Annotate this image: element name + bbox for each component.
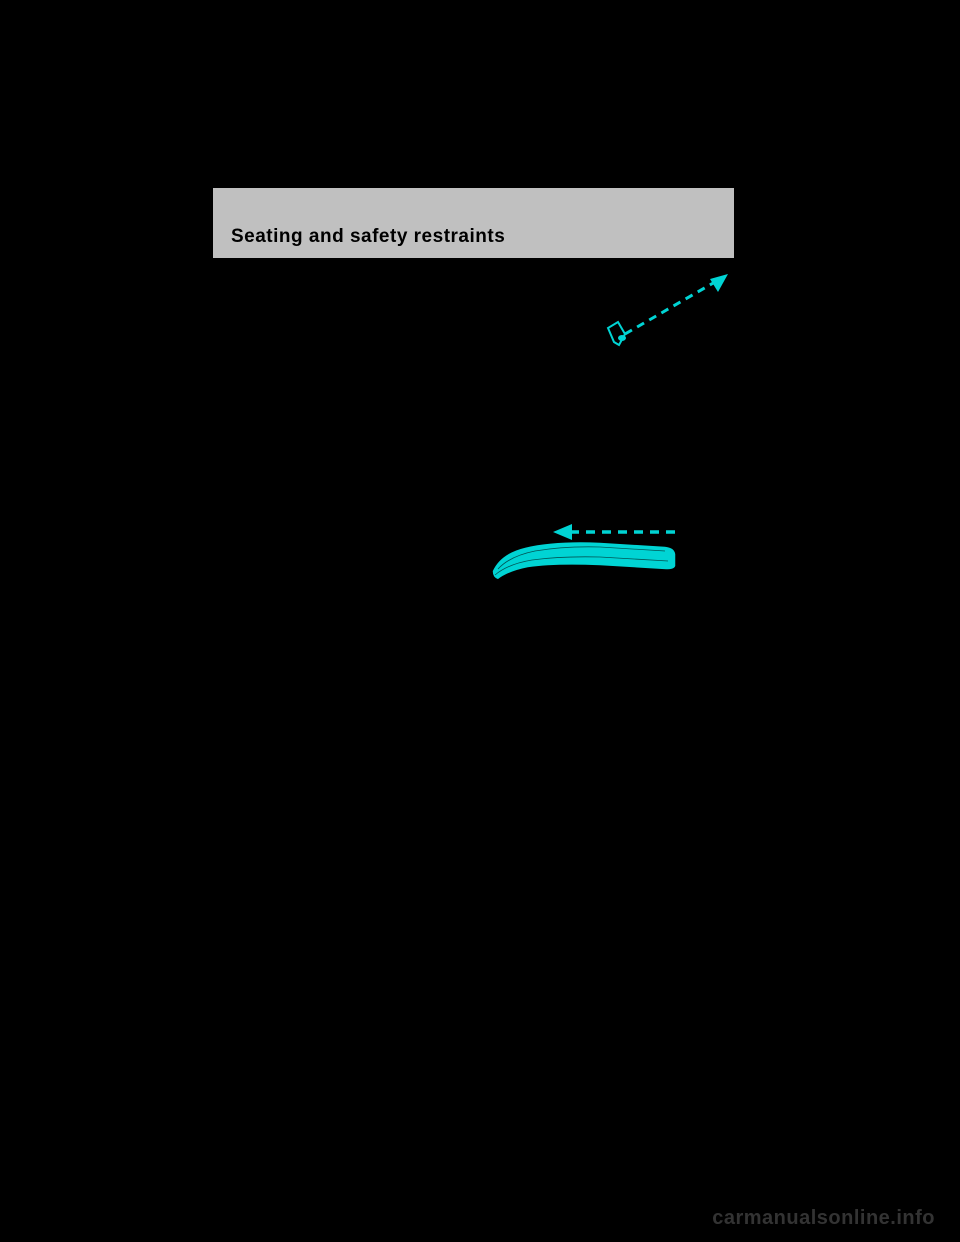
seat-lever-icon (492, 542, 676, 580)
seat-handle-icon (608, 322, 626, 345)
lift-arrow-head (710, 274, 728, 292)
slide-arrow-group (553, 524, 675, 540)
watermark-text: carmanualsonline.info (712, 1207, 935, 1230)
lift-arrow-group (625, 274, 728, 334)
seat-illustration-svg (480, 270, 740, 590)
slide-arrow-head (553, 524, 572, 540)
section-header: Seating and safety restraints (213, 188, 734, 260)
page-container: Seating and safety restraints (213, 188, 734, 260)
lift-arrow-line (625, 282, 715, 334)
seat-diagram (480, 270, 740, 590)
section-title: Seating and safety restraints (231, 226, 724, 248)
